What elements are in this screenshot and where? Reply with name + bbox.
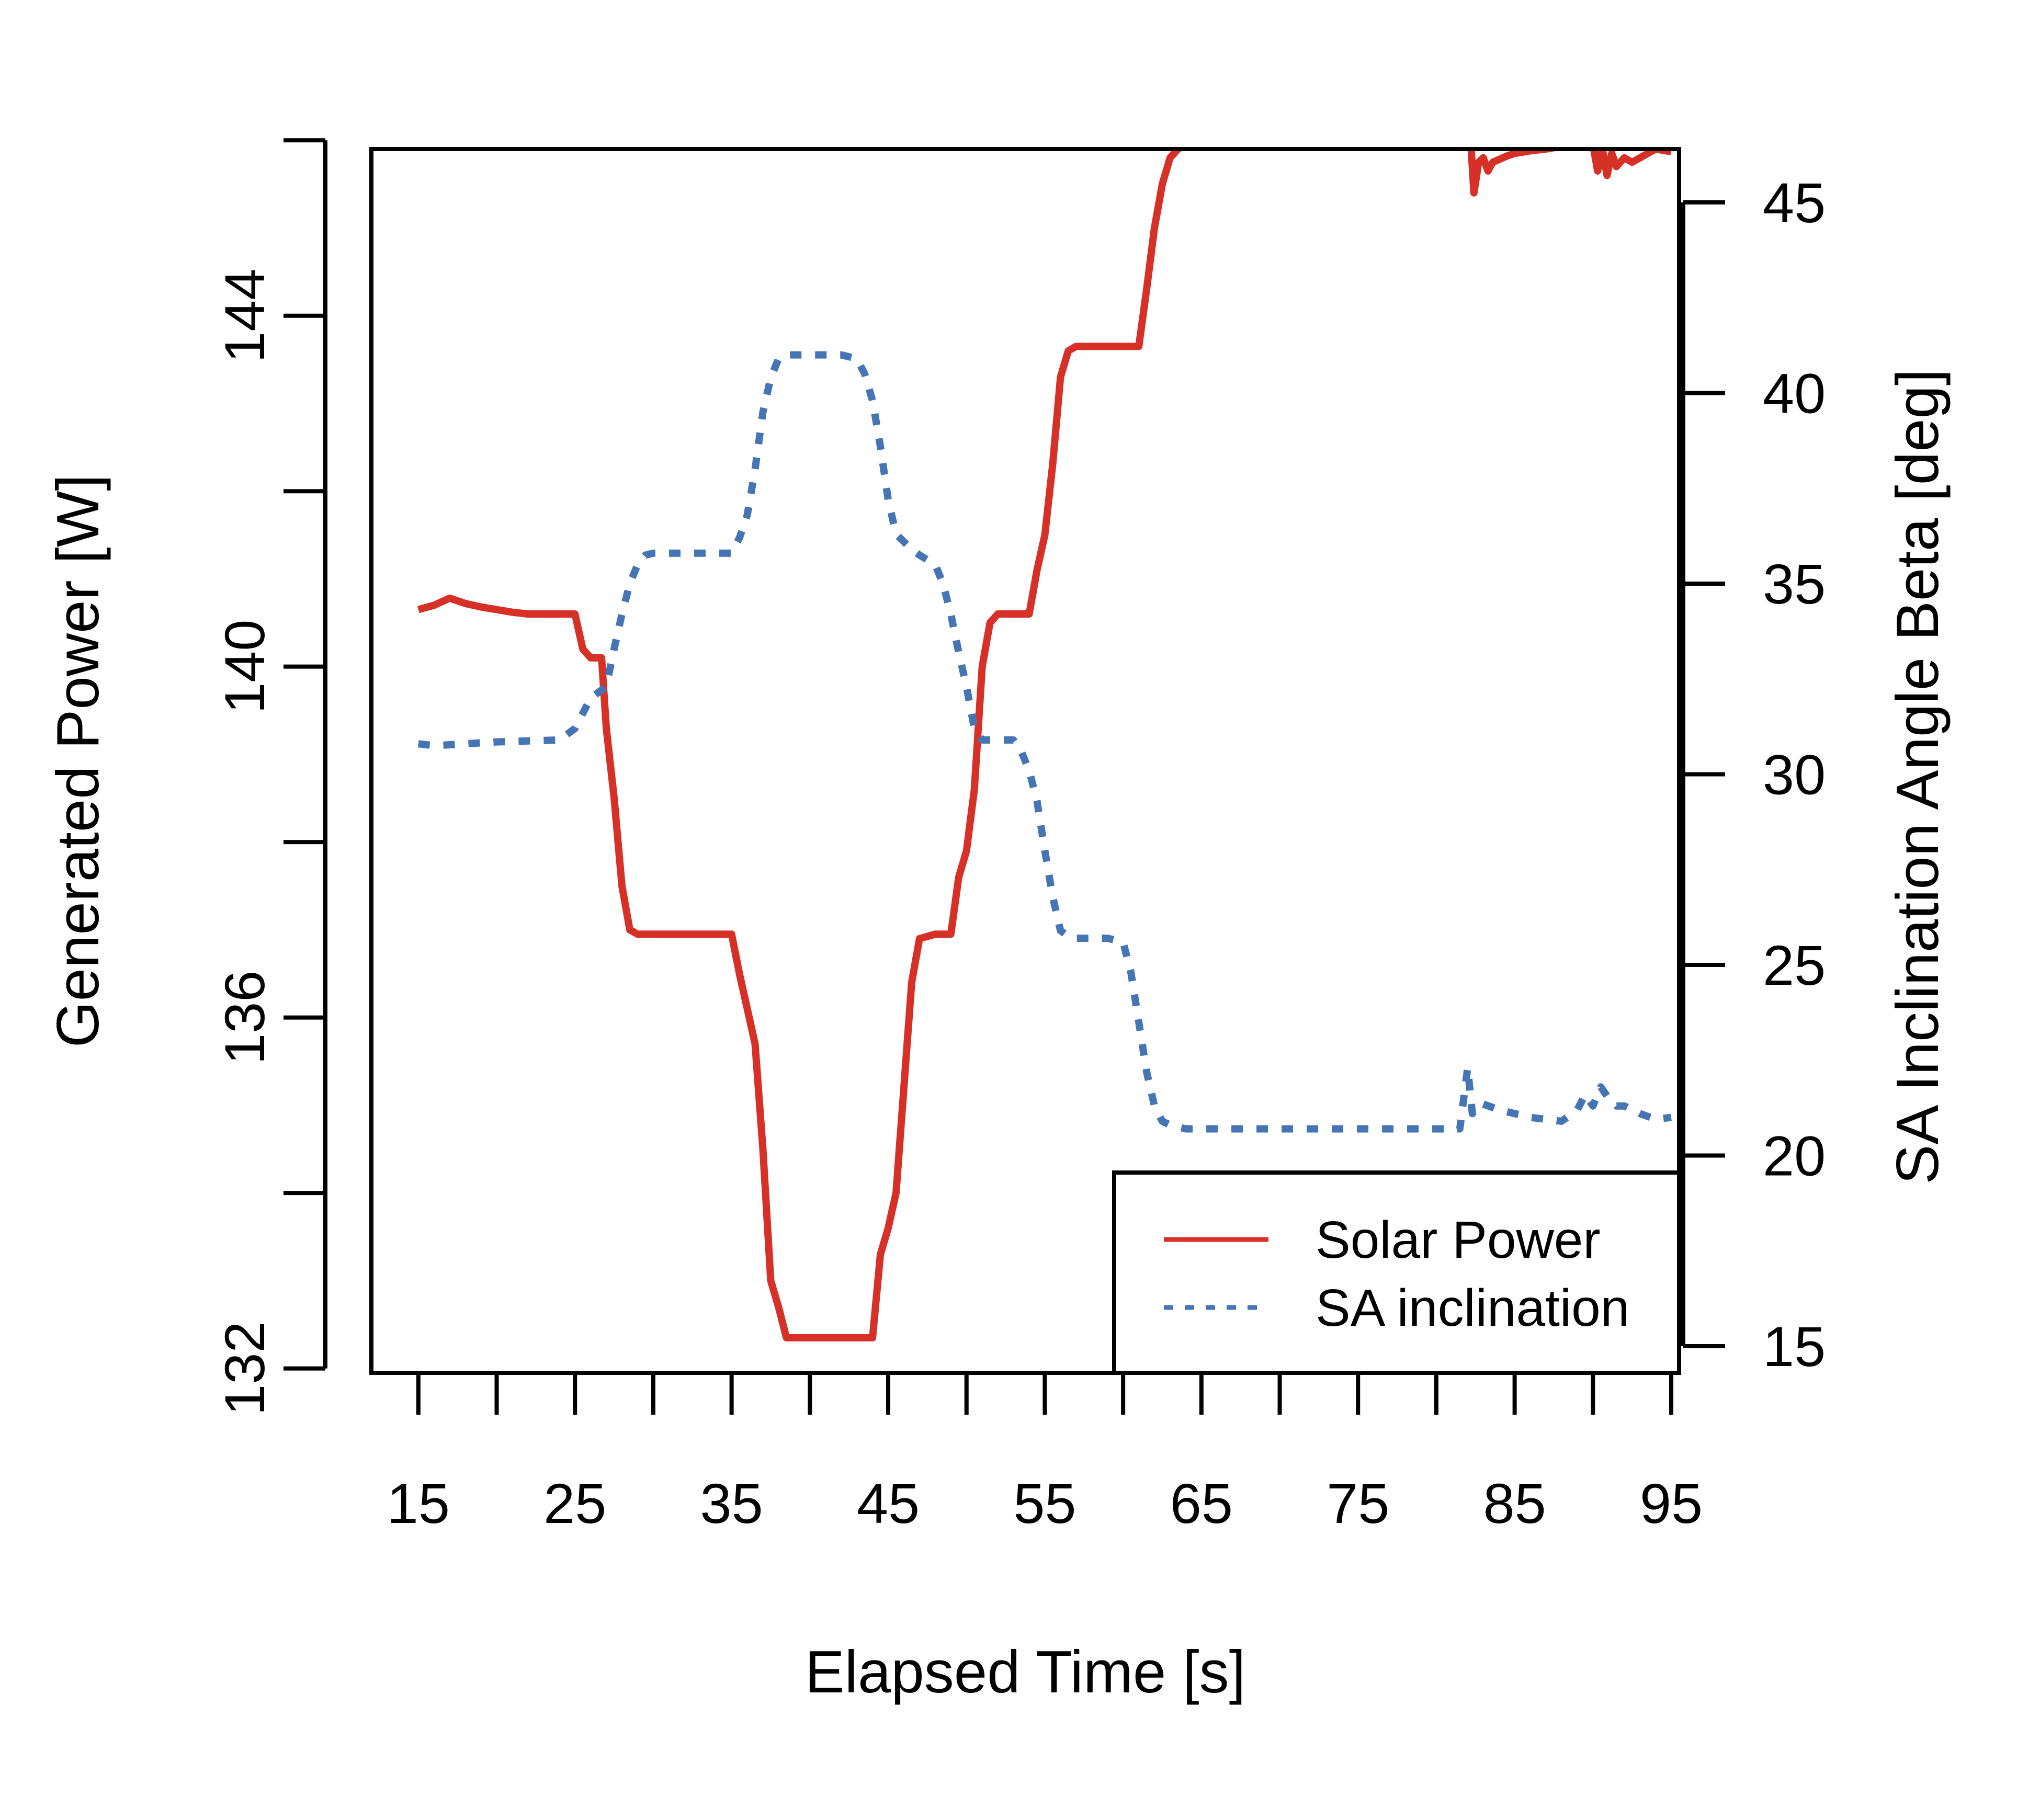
- x-axis-title: Elapsed Time [s]: [805, 1639, 1246, 1705]
- y-left-tick-label: 140: [213, 620, 276, 714]
- y-axis-right: 15 20 25 30 35 40 45: [1681, 171, 1826, 1378]
- y-left-tick-label: 144: [213, 269, 276, 363]
- x-tick-label: 45: [857, 1472, 920, 1535]
- series-line-solar-power: [417, 149, 1672, 1341]
- y-right-tick-label: 25: [1763, 934, 1826, 997]
- x-tick-label: 35: [700, 1472, 763, 1535]
- series-line-sa-inclination: [417, 351, 1672, 1133]
- y-right-tick-label: 30: [1763, 743, 1826, 806]
- x-tick-label: 25: [543, 1472, 606, 1535]
- y-left-tick-label: 132: [213, 1322, 276, 1416]
- x-tick-label: 15: [387, 1472, 450, 1535]
- x-axis: 15 25 35 45 55 65 75 85 95: [387, 1373, 1703, 1535]
- y-axis-left-title: Generated Power [W]: [45, 474, 111, 1048]
- y-right-tick-label: 15: [1763, 1315, 1826, 1378]
- x-tick-label: 75: [1327, 1472, 1389, 1535]
- plot-frame: [369, 147, 1681, 1375]
- x-tick-label: 85: [1483, 1472, 1546, 1535]
- legend-label-solar-power: Solar Power: [1316, 1211, 1601, 1269]
- legend: Solar Power SA inclination: [1112, 1170, 1681, 1375]
- series-layer: [417, 149, 1672, 1341]
- x-tick-label: 95: [1640, 1472, 1703, 1535]
- y-left-tick-label: 136: [213, 971, 276, 1065]
- y-right-tick-label: 45: [1763, 171, 1826, 234]
- y-right-tick-label: 35: [1763, 552, 1826, 616]
- y-right-tick-label: 40: [1763, 362, 1826, 425]
- x-tick-label: 55: [1013, 1472, 1076, 1535]
- y-axis-left: 132 136 140 144: [213, 138, 327, 1416]
- x-tick-label: 65: [1170, 1472, 1233, 1535]
- legend-label-sa-inclination: SA inclination: [1316, 1279, 1629, 1337]
- y-axis-right-title: SA Inclination Angle Beta [deg]: [1885, 369, 1951, 1184]
- legend-box: [1112, 1170, 1681, 1375]
- y-right-tick-label: 20: [1763, 1124, 1826, 1187]
